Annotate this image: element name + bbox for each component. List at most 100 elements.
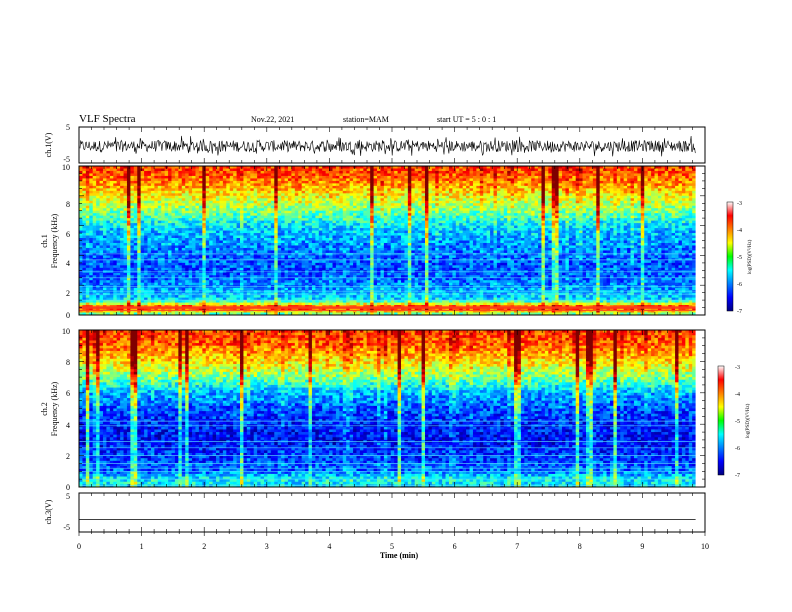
spectrogram-cell <box>606 210 611 214</box>
spectrogram-cell <box>397 173 402 177</box>
spectrogram-cell <box>551 200 556 204</box>
spectrogram-cell <box>575 210 580 214</box>
spectrogram-cell <box>298 168 303 172</box>
spectrogram-cell <box>164 203 169 207</box>
spectrogram-cell <box>291 170 296 174</box>
spectrogram-cell <box>102 230 107 234</box>
spectrogram-cell <box>616 220 621 224</box>
spectrogram-cell <box>688 193 693 197</box>
spectrogram-cell <box>479 175 484 179</box>
spectrogram-cell <box>133 223 138 226</box>
spectrogram-cell <box>418 173 422 177</box>
spectrogram-cell <box>250 200 255 204</box>
spectrogram-cell <box>291 183 296 187</box>
spectrogram-cell <box>222 168 227 172</box>
spectrogram-cell <box>390 225 395 229</box>
spectrogram-cell <box>692 218 697 222</box>
spectrogram-cell <box>397 166 402 169</box>
spectrogram-cell <box>538 230 542 234</box>
spectrogram-cell <box>654 180 659 184</box>
spectrogram-cell <box>370 180 375 184</box>
spectrogram-cell <box>435 168 440 172</box>
spectrogram-cell <box>531 218 536 222</box>
spectrogram-cell <box>657 173 662 177</box>
spectrogram-cell <box>154 208 159 212</box>
spectrogram-cell <box>414 233 419 236</box>
spectrogram-cell <box>349 183 354 187</box>
spectrogram-cell <box>448 233 453 236</box>
spectrogram-cell <box>157 215 162 219</box>
spectrogram-cell <box>102 193 107 197</box>
spectrogram-cell <box>243 223 248 226</box>
spectrogram-cell <box>490 215 494 219</box>
spectrogram-cell <box>620 213 625 217</box>
spectrogram-cell <box>585 195 590 199</box>
spectrogram-cell <box>99 193 104 197</box>
spectrogram-cell <box>315 178 320 182</box>
spectrogram-cell <box>250 208 255 212</box>
spectrogram-cell <box>137 210 142 214</box>
spectrogram-cell <box>486 208 491 212</box>
spectrogram-cell <box>654 190 659 194</box>
spectrogram-cell <box>346 218 351 222</box>
spectrogram-cell <box>267 208 272 212</box>
spectrogram-cell <box>322 166 327 169</box>
spectrogram-cell <box>168 208 172 212</box>
spectrogram-cell <box>185 188 190 192</box>
spectrogram-cell <box>596 220 601 224</box>
spectrogram-cell <box>476 180 481 184</box>
spectrogram-cell <box>678 170 683 174</box>
spectrogram-cell <box>538 203 542 207</box>
spectrogram-cell <box>311 193 316 197</box>
spectrogram-cell <box>171 230 176 234</box>
spectrogram-cell <box>216 185 220 189</box>
spectrogram-cell <box>438 178 443 182</box>
spectrogram-cell <box>126 175 131 179</box>
spectrogram-cell <box>404 200 409 204</box>
spectrogram-cell <box>366 170 371 174</box>
spectrogram-cell <box>476 228 481 231</box>
spectrogram-cell <box>431 208 436 212</box>
spectrogram-cell <box>630 178 635 182</box>
spectrogram-cell <box>144 178 148 182</box>
spectrogram-cell <box>250 213 255 217</box>
spectrogram-cell <box>411 208 416 212</box>
spectrogram-cell <box>623 178 628 182</box>
spectrogram-cell <box>342 188 347 192</box>
spectrogram-cell <box>490 178 494 182</box>
spectrogram-cell <box>585 223 590 226</box>
spectrogram-cell <box>654 213 659 217</box>
spectrogram-cell <box>466 205 470 209</box>
spectrogram-cell <box>171 178 176 182</box>
spectrogram-cell <box>308 170 313 174</box>
spectrogram-cell <box>229 228 234 231</box>
spectrogram-cell <box>599 200 604 204</box>
spectrogram-cell <box>311 230 316 234</box>
spectrogram-cell <box>277 218 282 222</box>
spectrogram-cell <box>89 170 94 174</box>
spectrogram-cell <box>524 203 529 207</box>
spectrogram-cell <box>510 225 515 229</box>
spectrogram-cell <box>424 228 429 231</box>
spectrogram-cell <box>483 175 488 179</box>
spectrogram-cell <box>623 208 628 212</box>
spectrogram-cell <box>284 166 289 169</box>
spectrogram-cell <box>496 223 501 226</box>
spectrogram-cell <box>507 198 512 202</box>
spectrogram-cell <box>236 225 241 229</box>
spectrogram-cell <box>164 205 169 209</box>
spectrogram-cell <box>308 225 313 229</box>
spectrogram-cell <box>476 220 481 224</box>
spectrogram-cell <box>325 233 330 236</box>
spectrogram-cell <box>596 180 601 184</box>
spectrogram-cell <box>325 170 330 174</box>
spectrogram-cell <box>613 225 618 229</box>
spectrogram-cell <box>616 183 621 187</box>
spectrogram-cell <box>140 205 145 209</box>
spectrogram-cell <box>353 215 357 219</box>
spectrogram-cell <box>692 223 697 226</box>
spectrogram-cell <box>647 188 652 192</box>
spectrogram-cell <box>157 198 162 202</box>
spectrogram-cell <box>168 188 172 192</box>
spectrogram-cell <box>455 205 460 209</box>
